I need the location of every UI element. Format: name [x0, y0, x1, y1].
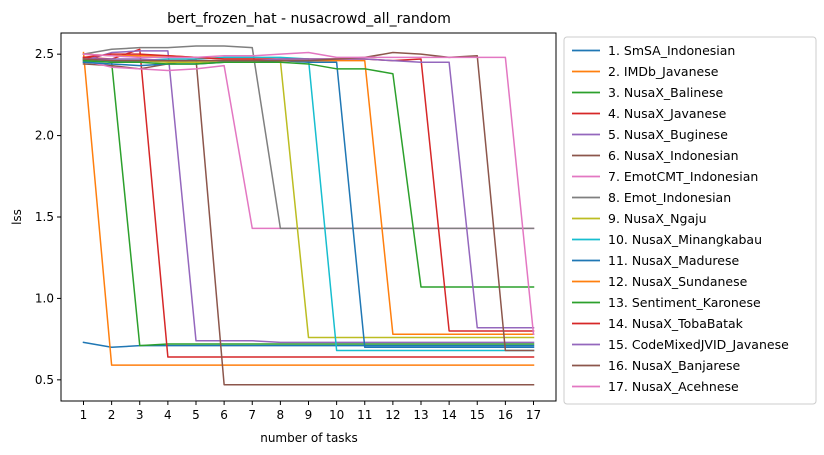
x-tick-label: 16 [498, 408, 513, 422]
legend-label: 11. NusaX_Madurese [608, 253, 739, 268]
series-line-11 [82, 59, 535, 349]
y-tick-label: 0.5 [35, 373, 54, 387]
legend-label: 13. Sentiment_Karonese [608, 295, 761, 310]
legend-label: 5. NusaX_Buginese [608, 127, 728, 142]
y-tick-label: 1.0 [35, 291, 54, 305]
legend-label: 6. NusaX_Indonesian [608, 148, 739, 163]
y-tick-label: 2.5 [35, 47, 54, 61]
x-tick-label: 1 [80, 408, 88, 422]
x-tick-label: 13 [413, 408, 428, 422]
legend-frame [563, 36, 817, 405]
y-tick-label: 2.0 [35, 129, 54, 143]
x-tick-label: 15 [470, 408, 485, 422]
chart-title: bert_frozen_hat - nusacrowd_all_random [167, 11, 451, 27]
series-line-3 [82, 58, 535, 347]
x-tick-label: 8 [277, 408, 285, 422]
legend: 1. SmSA_Indonesian 2. IMDb_Javanese 3. Nus… [563, 36, 817, 405]
y-axis-label: lss [10, 209, 24, 225]
legend-items: 1. SmSA_Indonesian 2. IMDb_Javanese 3. Nus… [572, 43, 789, 394]
legend-label: 15. CodeMixedJVID_Javanese [608, 337, 789, 352]
series-line-2 [82, 51, 535, 366]
x-tick-label: 2 [108, 408, 116, 422]
y-tick-label: 1.5 [35, 210, 54, 224]
series-line-13 [82, 59, 535, 288]
x-axis: 1 2 3 4 5 6 7 8 9 10 11 12 13 14 15 16 17 [80, 401, 541, 422]
x-tick-label: 9 [305, 408, 313, 422]
x-tick-label: 7 [248, 408, 256, 422]
series-line-8 [82, 45, 535, 230]
legend-label: 16. NusaX_Banjarese [608, 358, 740, 373]
x-axis-label: number of tasks [260, 431, 358, 445]
legend-label: 7. EmotCMT_Indonesian [608, 169, 758, 184]
x-tick-label: 3 [136, 408, 144, 422]
series-line-4 [82, 48, 535, 358]
series-line-1 [82, 341, 535, 349]
legend-label: 14. NusaX_TobaBatak [608, 316, 744, 331]
legend-label: 8. Emot_Indonesian [608, 190, 731, 205]
x-tick-label: 11 [357, 408, 372, 422]
legend-label: 3. NusaX_Balinese [608, 85, 723, 100]
y-axis: 0.5 1.0 1.5 2.0 2.5 [35, 47, 61, 387]
x-tick-label: 14 [441, 408, 456, 422]
legend-label: 9. NusaX_Ngaju [608, 211, 707, 226]
x-tick-label: 12 [385, 408, 400, 422]
legend-label: 12. NusaX_Sundanese [608, 274, 748, 289]
legend-label: 17. NusaX_Acehnese [608, 379, 739, 394]
series-line-9 [82, 58, 535, 339]
legend-label: 2. IMDb_Javanese [608, 64, 719, 79]
x-tick-label: 5 [192, 408, 200, 422]
x-tick-label: 17 [526, 408, 541, 422]
legend-label: 4. NusaX_Javanese [608, 106, 727, 121]
legend-label: 10. NusaX_Minangkabau [608, 232, 762, 247]
plot-area [60, 32, 557, 402]
x-tick-label: 4 [164, 408, 172, 422]
series-line-17 [82, 51, 535, 336]
series-line-6 [82, 58, 535, 386]
x-tick-label: 10 [329, 408, 344, 422]
legend-label: 1. SmSA_Indonesian [608, 43, 735, 58]
series-line-5 [82, 50, 535, 344]
series-layer [82, 45, 535, 386]
x-tick-label: 6 [220, 408, 228, 422]
